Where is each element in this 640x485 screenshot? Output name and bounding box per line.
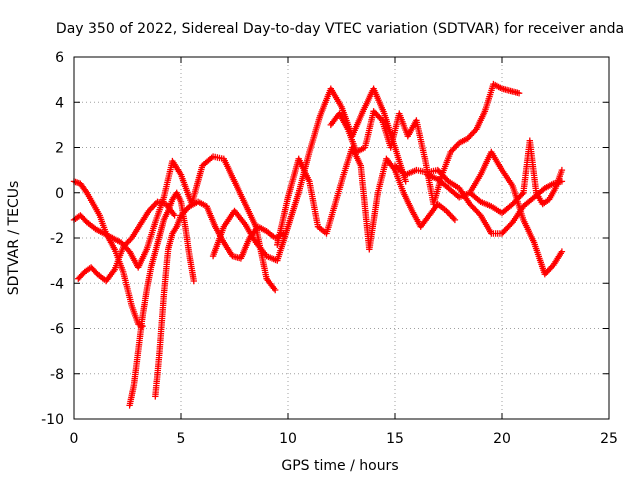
x-tick-label: 15 [386,431,404,447]
data-marker-path [327,80,523,208]
x-tick-label: 25 [600,431,618,447]
data-marker-path [152,198,287,400]
x-tick-label: 0 [70,431,79,447]
data-marker-path [70,178,146,330]
data-marker-path [209,85,409,264]
y-tick-label: 0 [55,186,64,202]
series-sat-f [209,85,409,264]
data-marker-path [423,148,566,278]
data-marker-path [466,137,566,217]
series-sat-k [466,137,566,217]
x-tick-label: 10 [279,431,297,447]
y-tick-label: 2 [55,141,64,157]
series-sat-h [327,80,523,208]
series-sat-i [391,162,566,237]
data-marker-path [391,162,566,237]
y-tick-label: -8 [50,367,64,383]
data-marker-path [274,144,459,253]
y-tick-label: 4 [55,95,64,111]
x-tick-label: 5 [177,431,186,447]
data-marker-path [75,198,178,285]
chart-title: Day 350 of 2022, Sidereal Day-to-day VTE… [56,21,624,37]
y-tick-label: -6 [50,322,64,338]
series-sat-e [75,198,178,285]
y-tick-label: -4 [50,276,64,292]
x-axis-label: GPS time / hours [281,458,398,474]
plot-frame [73,56,610,420]
y-axis-label: SDTVAR / TECUs [6,181,22,296]
y-tick-label: 6 [55,50,64,66]
x-tick-label: 20 [493,431,511,447]
series-sat-b [70,178,146,330]
series-sat-d [152,198,287,400]
series-sat-j [423,148,566,278]
series-sat-g [274,144,459,253]
data-points [70,80,566,409]
y-tick-label: -2 [50,231,64,247]
y-tick-label: -10 [41,412,64,428]
